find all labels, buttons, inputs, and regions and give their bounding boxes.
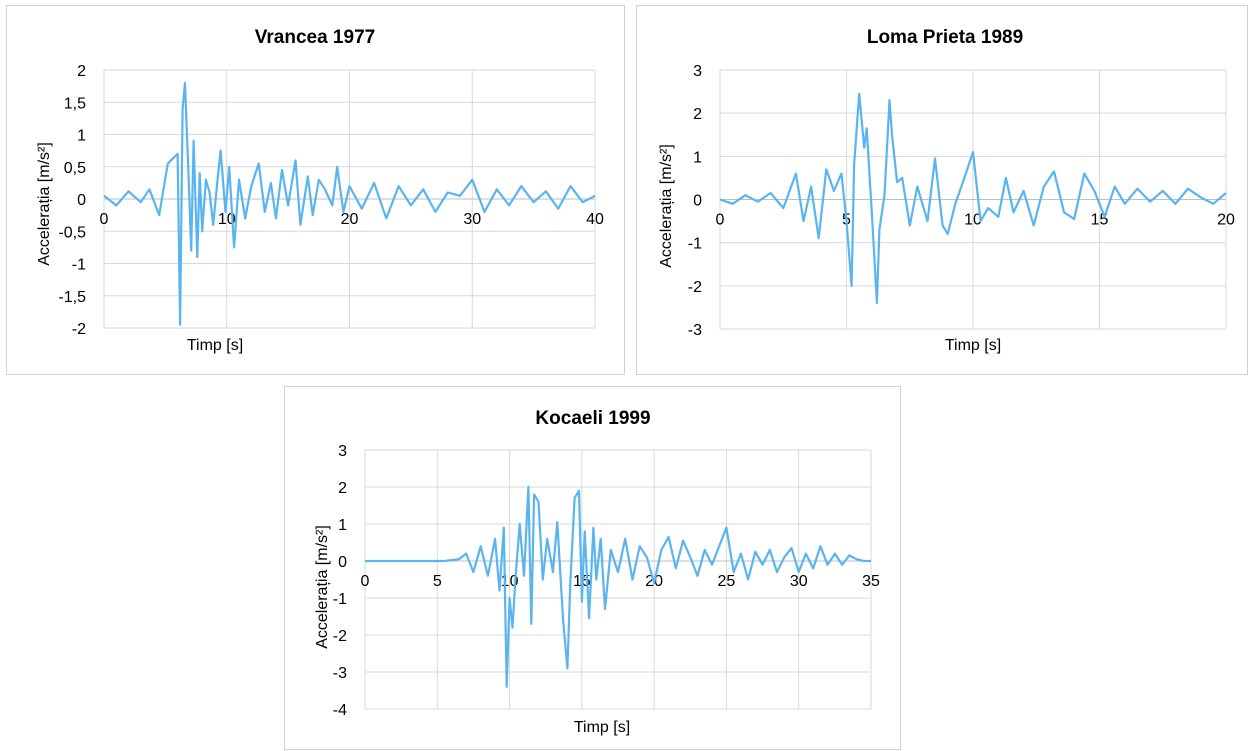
- y-tick-label: 0: [693, 193, 702, 210]
- y-tick-label: -2: [72, 321, 86, 338]
- y-tick-label: 0: [338, 554, 347, 571]
- x-tick-label: 30: [463, 211, 481, 228]
- chart-vrancea-1977: Vrancea 1977 Timp [s] Accelerația [m/s²]…: [6, 5, 625, 375]
- y-tick-label: -0,5: [58, 224, 86, 241]
- y-tick-label: -1: [72, 257, 86, 274]
- y-axis-label: Accelerația [m/s²]: [36, 142, 53, 266]
- y-tick-label: 0,5: [64, 160, 86, 177]
- y-tick-label: 1: [693, 149, 702, 166]
- x-axis-label: Timp [s]: [945, 337, 1001, 354]
- x-tick-label: 20: [1217, 212, 1235, 229]
- x-tick-label: 0: [100, 211, 109, 228]
- chart-svg: Kocaeli 1999 Timp [s] Accelerația [m/s²]…: [314, 408, 880, 736]
- y-tick-label: 3: [693, 63, 702, 80]
- x-tick-label: 0: [716, 212, 725, 229]
- y-tick-label: -3: [333, 665, 347, 682]
- chart-svg: Loma Prieta 1989 Timp [s] Accelerația [m…: [658, 27, 1235, 354]
- x-tick-label: 30: [790, 573, 808, 590]
- chart-title: Kocaeli 1999: [535, 408, 650, 429]
- x-tick-label: 25: [718, 573, 736, 590]
- x-axis-label: Timp [s]: [187, 337, 243, 354]
- x-axis-label: Timp [s]: [574, 719, 630, 736]
- x-tick-label: 0: [361, 573, 370, 590]
- series-line: [365, 485, 871, 688]
- y-tick-label: -2: [333, 628, 347, 645]
- y-tick-label: -3: [688, 322, 702, 339]
- chart-svg: Vrancea 1977 Timp [s] Accelerația [m/s²]…: [36, 27, 604, 354]
- y-tick-label: -4: [333, 702, 347, 719]
- y-tick-label: 2: [338, 480, 347, 497]
- y-tick-label: 0: [77, 192, 86, 209]
- x-tick-label: 40: [586, 211, 604, 228]
- y-tick-label: -1: [333, 591, 347, 608]
- y-tick-label: -2: [688, 279, 702, 296]
- y-tick-label: 2: [693, 106, 702, 123]
- chart-kocaeli-1999: Kocaeli 1999 Timp [s] Accelerația [m/s²]…: [284, 386, 901, 750]
- x-tick-label: 5: [433, 573, 442, 590]
- series-line: [719, 92, 1227, 305]
- y-tick-label: 1: [77, 128, 86, 145]
- y-axis-label: Accelerația [m/s²]: [314, 525, 331, 649]
- series-line: [103, 81, 596, 326]
- gridlines: [719, 69, 1227, 330]
- chart-title: Loma Prieta 1989: [867, 27, 1023, 48]
- y-tick-label: -1: [688, 236, 702, 253]
- y-tick-label: 1: [338, 517, 347, 534]
- chart-loma-prieta-1989: Loma Prieta 1989 Timp [s] Accelerația [m…: [636, 5, 1248, 375]
- gridlines: [103, 69, 596, 329]
- y-tick-label: 2: [77, 63, 86, 80]
- y-tick-label: -1,5: [58, 289, 86, 306]
- y-axis-label: Accelerația [m/s²]: [658, 144, 675, 268]
- x-tick-label: 35: [862, 573, 880, 590]
- x-tick-label: 10: [964, 212, 982, 229]
- x-tick-label: 20: [341, 211, 359, 228]
- chart-title: Vrancea 1977: [255, 27, 375, 48]
- y-tick-label: 3: [338, 443, 347, 460]
- y-tick-label: 1,5: [64, 95, 86, 112]
